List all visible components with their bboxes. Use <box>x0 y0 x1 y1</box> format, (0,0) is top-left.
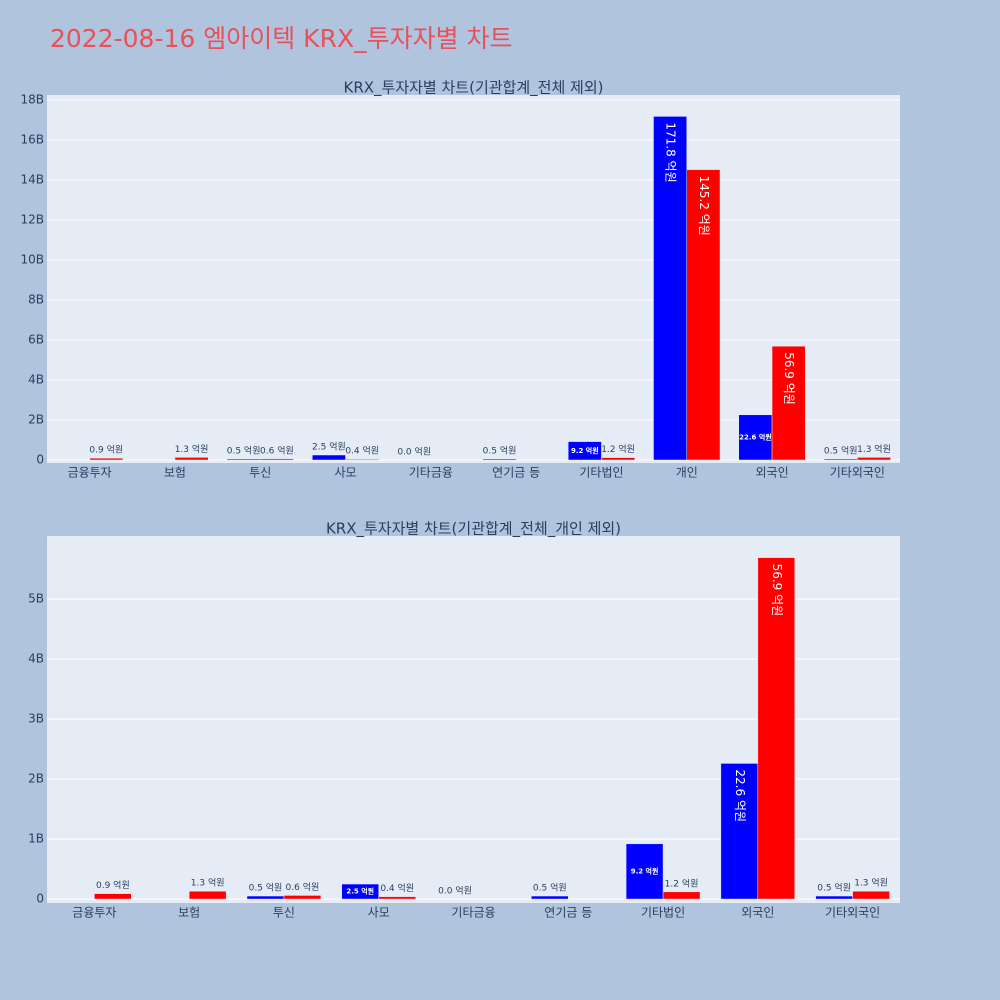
y-tick-label: 8B <box>28 293 44 307</box>
bar <box>89 457 124 461</box>
value-label: 0.5 억원 <box>227 445 261 457</box>
bar <box>246 895 285 900</box>
plot-area <box>47 95 900 463</box>
x-tick-label: 기타법인 <box>579 466 623 480</box>
value-label: 1.2 억원 <box>601 443 635 455</box>
x-tick-label: 연기금 등 <box>544 906 592 920</box>
bar <box>94 893 132 900</box>
x-tick-label: 사모 <box>368 906 390 920</box>
bar <box>823 458 858 461</box>
bar <box>174 457 209 461</box>
y-tick-label: 10B <box>20 253 44 267</box>
value-label: 0.4 억원 <box>380 882 414 894</box>
y-tick-label: 18B <box>20 93 44 107</box>
y-tick-label: 0 <box>36 453 44 467</box>
value-label: 0.5 억원 <box>817 882 851 894</box>
bar <box>260 458 294 461</box>
value-label: 0.5 억원 <box>824 445 858 457</box>
x-tick-label: 기타법인 <box>641 906 685 920</box>
value-label: 0.0 억원 <box>397 446 431 458</box>
y-tick-label: 5B <box>28 592 44 606</box>
y-tick-label: 14B <box>20 173 44 187</box>
value-label: 0.5 억원 <box>483 445 517 457</box>
value-label: 56.9 억원 <box>770 564 784 617</box>
x-tick-label: 연기금 등 <box>492 466 540 480</box>
x-tick-label: 투신 <box>273 906 295 920</box>
value-label: 2.5 억원 <box>346 887 374 896</box>
x-tick-label: 개인 <box>676 466 698 480</box>
x-tick-label: 기타금융 <box>409 466 453 480</box>
x-tick-label: 기타외국인 <box>830 466 885 480</box>
x-tick-label: 기타금융 <box>451 906 495 920</box>
y-tick-label: 2B <box>28 413 44 427</box>
bar <box>653 116 687 461</box>
value-label: 2.5 억원 <box>312 441 346 453</box>
x-tick-label: 보험 <box>164 466 186 480</box>
value-label: 0.4 억원 <box>345 445 379 457</box>
value-label: 0.6 억원 <box>260 444 294 456</box>
bar <box>188 890 227 900</box>
bar <box>720 763 759 900</box>
bar <box>815 895 853 900</box>
value-label: 0.9 억원 <box>96 879 130 891</box>
bar <box>662 891 701 900</box>
value-label: 9.2 억원 <box>631 866 659 875</box>
bar <box>771 345 806 461</box>
y-tick-label: 4B <box>28 652 44 666</box>
y-tick-label: 0 <box>36 892 44 906</box>
value-label: 9.2 억원 <box>571 446 599 455</box>
value-label: 145.2 억원 <box>697 176 711 236</box>
value-label: 0.5 억원 <box>533 882 567 894</box>
bar <box>686 169 721 461</box>
value-label: 1.2 억원 <box>665 877 699 889</box>
y-tick-label: 12B <box>20 213 44 227</box>
value-label: 0.6 억원 <box>286 881 320 893</box>
bar <box>601 457 635 461</box>
x-tick-label: 보험 <box>178 906 200 920</box>
bar <box>378 896 416 900</box>
bar <box>857 457 891 461</box>
value-label: 56.9 억원 <box>782 352 796 405</box>
value-label: 1.3 억원 <box>857 443 891 455</box>
value-label: 171.8 억원 <box>664 122 678 182</box>
bar <box>567 441 602 461</box>
value-label: 1.3 억원 <box>854 877 888 889</box>
x-tick-label: 기타외국인 <box>825 906 880 920</box>
x-tick-label: 금융투자 <box>68 466 112 480</box>
y-tick-label: 16B <box>20 133 44 147</box>
x-tick-label: 외국인 <box>741 906 774 920</box>
bar <box>757 557 796 900</box>
bar <box>312 454 346 461</box>
y-tick-label: 2B <box>28 772 44 786</box>
bar <box>852 890 890 900</box>
bar <box>738 414 773 461</box>
x-tick-label: 외국인 <box>755 466 788 480</box>
y-tick-label: 1B <box>28 832 44 846</box>
x-tick-label: 금융투자 <box>72 906 116 920</box>
bar <box>482 458 517 461</box>
bar <box>226 458 261 461</box>
value-label: 0.0 억원 <box>438 885 472 897</box>
chart-title: KRX_투자자별 차트(기관합계_전체 제외) <box>344 79 604 98</box>
y-tick-label: 6B <box>28 333 44 347</box>
value-label: 0.9 억원 <box>89 444 123 456</box>
x-tick-label: 사모 <box>335 466 357 480</box>
chart-title: KRX_투자자별 차트(기관합계_전체_개인 제외) <box>326 520 621 539</box>
bar <box>345 458 380 461</box>
value-label: 1.3 억원 <box>191 877 225 889</box>
value-label: 22.6 억원 <box>733 769 747 822</box>
page-title: 2022-08-16 엠아이텍 KRX_투자자별 차트 <box>50 24 513 53</box>
x-tick-label: 투신 <box>249 466 271 480</box>
bar <box>341 883 379 900</box>
value-label: 22.6 억원 <box>739 432 772 441</box>
bar <box>283 895 322 900</box>
y-tick-label: 3B <box>28 712 44 726</box>
value-label: 0.5 억원 <box>249 882 283 894</box>
y-tick-label: 4B <box>28 373 44 387</box>
bar <box>531 895 569 900</box>
value-label: 1.3 억원 <box>175 443 209 455</box>
bar <box>625 843 664 900</box>
